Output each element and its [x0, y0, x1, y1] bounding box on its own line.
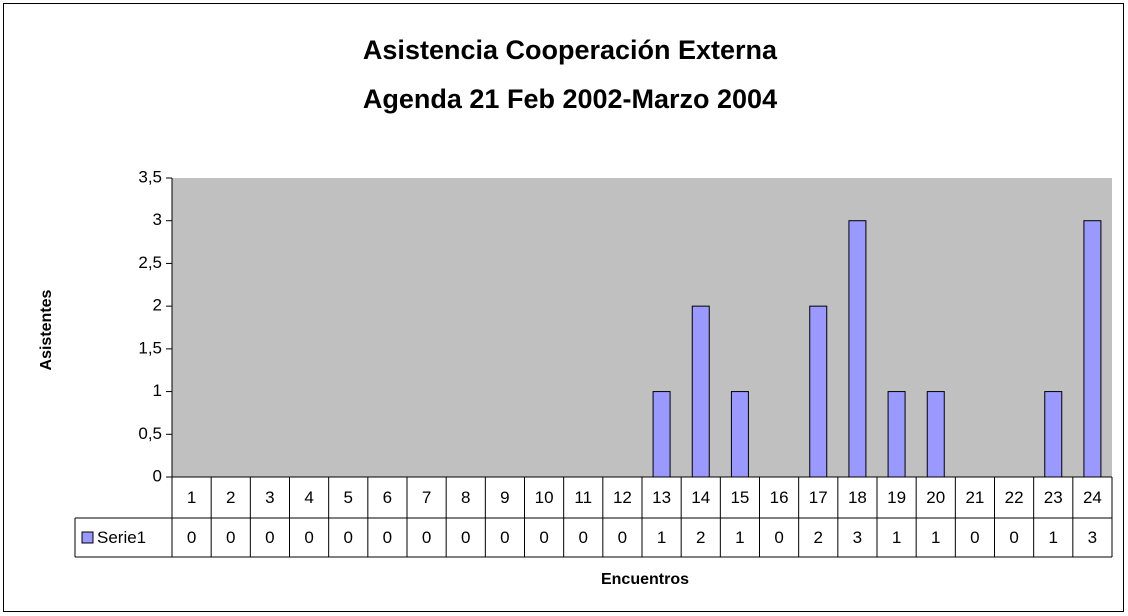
x-tick-label: 14	[691, 488, 710, 507]
x-tick-label: 9	[500, 488, 509, 507]
x-tick-label: 22	[1005, 488, 1024, 507]
x-tick-label: 13	[652, 488, 671, 507]
table-value: 0	[422, 528, 431, 547]
table-value: 3	[1088, 528, 1097, 547]
table-value: 1	[1049, 528, 1058, 547]
x-tick-label: 23	[1044, 488, 1063, 507]
bar	[887, 391, 906, 478]
x-tick-label: 2	[226, 488, 235, 507]
plot-area	[172, 178, 1112, 477]
legend-key	[81, 531, 94, 544]
table-value: 3	[853, 528, 862, 547]
table-value: 0	[618, 528, 627, 547]
y-tick-label: 2,5	[138, 253, 162, 272]
table-value: 0	[265, 528, 274, 547]
table-value: 0	[500, 528, 509, 547]
table-value: 0	[579, 528, 588, 547]
y-axis-title: Asistentes	[38, 289, 55, 370]
x-tick-label: 6	[383, 488, 392, 507]
table-value: 0	[187, 528, 196, 547]
x-tick-label: 12	[613, 488, 632, 507]
bar	[1044, 391, 1063, 478]
chart-title: Asistencia Cooperación Externa	[363, 35, 778, 65]
x-tick-label: 17	[809, 488, 828, 507]
table-value: 0	[970, 528, 979, 547]
bar	[1083, 220, 1102, 478]
table-value: 2	[814, 528, 823, 547]
bar	[809, 305, 828, 478]
bar	[848, 220, 867, 478]
x-tick-label: 15	[730, 488, 749, 507]
x-tick-label: 3	[265, 488, 274, 507]
x-tick-label: 1	[187, 488, 196, 507]
y-tick-label: 0,5	[138, 424, 162, 443]
table-value: 1	[735, 528, 744, 547]
x-tick-label: 4	[304, 488, 313, 507]
table-value: 0	[1009, 528, 1018, 547]
x-tick-label: 8	[461, 488, 470, 507]
y-tick-label: 0	[153, 466, 162, 485]
x-axis-title: Encuentros	[601, 571, 689, 588]
x-tick-label: 19	[887, 488, 906, 507]
bar	[730, 391, 749, 478]
bar	[691, 305, 710, 478]
table-value: 0	[304, 528, 313, 547]
table-value: 0	[461, 528, 470, 547]
chart-subtitle: Agenda 21 Feb 2002-Marzo 2004	[363, 84, 777, 114]
x-tick-label: 18	[848, 488, 867, 507]
bar	[926, 391, 945, 478]
y-tick-label: 3,5	[138, 167, 162, 186]
table-value: 1	[892, 528, 901, 547]
legend-label: Serie1	[97, 528, 146, 547]
table-value: 0	[226, 528, 235, 547]
x-tick-label: 20	[926, 488, 945, 507]
x-tick-label: 21	[965, 488, 984, 507]
x-tick-label: 5	[344, 488, 353, 507]
table-value: 1	[657, 528, 666, 547]
table-value: 1	[931, 528, 940, 547]
bar	[652, 391, 671, 478]
y-tick-label: 1	[153, 381, 162, 400]
x-tick-label: 16	[770, 488, 789, 507]
y-tick-label: 2	[153, 296, 162, 315]
table-value: 0	[774, 528, 783, 547]
table-value: 0	[383, 528, 392, 547]
table-value: 0	[344, 528, 353, 547]
y-tick-label: 3	[153, 210, 162, 229]
x-tick-label: 7	[422, 488, 431, 507]
table-value: 2	[696, 528, 705, 547]
x-tick-label: 11	[574, 488, 592, 507]
y-tick-label: 1,5	[138, 338, 162, 357]
x-tick-label: 10	[535, 488, 554, 507]
x-tick-label: 24	[1083, 488, 1102, 507]
table-value: 0	[539, 528, 548, 547]
